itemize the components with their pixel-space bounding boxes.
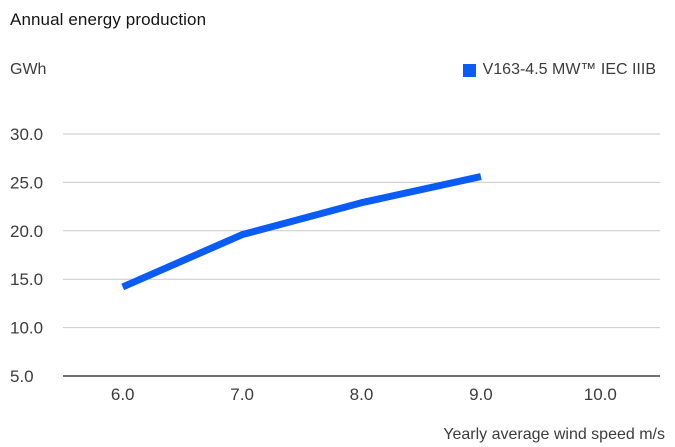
x-tick-label: 8.0 xyxy=(350,385,374,404)
y-tick-label: 25.0 xyxy=(10,173,43,192)
y-tick-label: 20.0 xyxy=(10,222,43,241)
y-tick-label: 15.0 xyxy=(10,270,43,289)
legend-swatch xyxy=(462,63,476,77)
y-tick-label: 5.0 xyxy=(10,367,34,386)
x-tick-label: 6.0 xyxy=(111,385,135,404)
x-axis-label: Yearly average wind speed m/s xyxy=(443,426,665,443)
x-tick-label: 7.0 xyxy=(230,385,254,404)
x-tick-label: 10.0 xyxy=(584,385,617,404)
x-tick-label: 9.0 xyxy=(469,385,493,404)
chart-title: Annual energy production xyxy=(10,10,207,29)
series-line xyxy=(121,173,482,291)
y-tick-label: 30.0 xyxy=(10,125,43,144)
y-tick-label: 10.0 xyxy=(10,319,43,338)
y-axis-unit-label: GWh xyxy=(10,61,47,78)
legend: V163-4.5 MW™ IEC IIIB xyxy=(462,61,656,79)
legend-series-label: V163-4.5 MW™ IEC IIIB xyxy=(482,61,656,78)
